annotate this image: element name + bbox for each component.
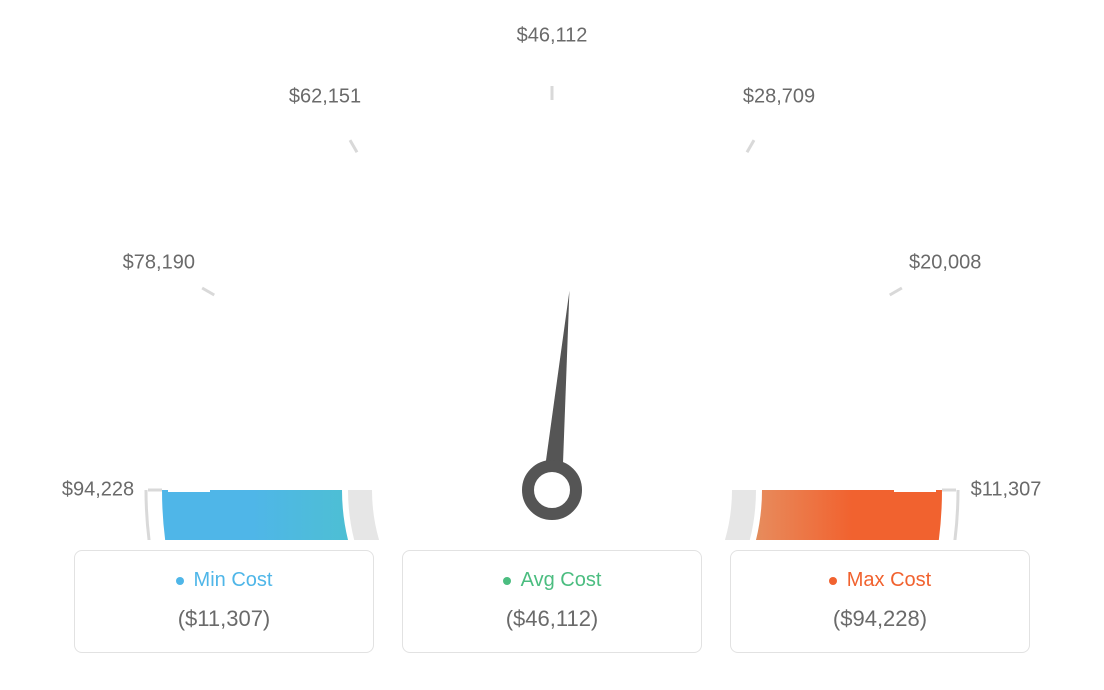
min-dot-icon [176, 577, 184, 585]
gauge-chart [20, 20, 1084, 540]
max-cost-label: Max Cost [847, 569, 931, 592]
avg-cost-value: ($46,112) [413, 606, 691, 632]
summary-cards: Min Cost ($11,307) Avg Cost ($46,112) Ma… [20, 550, 1084, 653]
gauge-tick-label: $62,151 [289, 85, 361, 108]
max-cost-card: Max Cost ($94,228) [730, 550, 1030, 653]
gauge-tick-label: $46,112 [517, 25, 588, 48]
max-cost-value: ($94,228) [741, 606, 1019, 632]
gauge-tick-label: $78,190 [123, 252, 195, 275]
gauge-container: $11,307 $20,008 $28,709 $46,112 $62,151 $78,1… [20, 20, 1084, 540]
avg-cost-label: Avg Cost [521, 569, 602, 592]
gauge-tick-label: $20,008 [909, 252, 981, 275]
min-cost-label: Min Cost [194, 569, 273, 592]
max-cost-title: Max Cost [741, 569, 1019, 592]
avg-cost-card: Avg Cost ($46,112) [402, 550, 702, 653]
min-cost-value: ($11,307) [85, 606, 363, 632]
avg-cost-title: Avg Cost [413, 569, 691, 592]
avg-dot-icon [503, 577, 511, 585]
gauge-tick-label: $28,709 [743, 85, 815, 108]
min-cost-card: Min Cost ($11,307) [74, 550, 374, 653]
gauge-tick-label: $94,228 [62, 479, 134, 502]
max-dot-icon [829, 577, 837, 585]
min-cost-title: Min Cost [85, 569, 363, 592]
gauge-tick-label: $11,307 [971, 479, 1042, 502]
